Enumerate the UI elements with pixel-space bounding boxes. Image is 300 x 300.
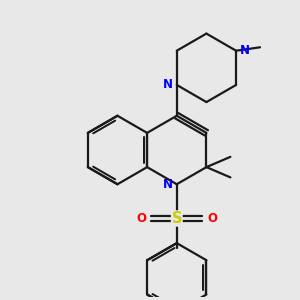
Text: O: O	[136, 212, 146, 225]
Text: N: N	[239, 44, 250, 57]
Text: N: N	[164, 78, 173, 92]
Text: O: O	[208, 212, 218, 225]
Text: N: N	[163, 178, 173, 191]
Text: S: S	[172, 211, 182, 226]
